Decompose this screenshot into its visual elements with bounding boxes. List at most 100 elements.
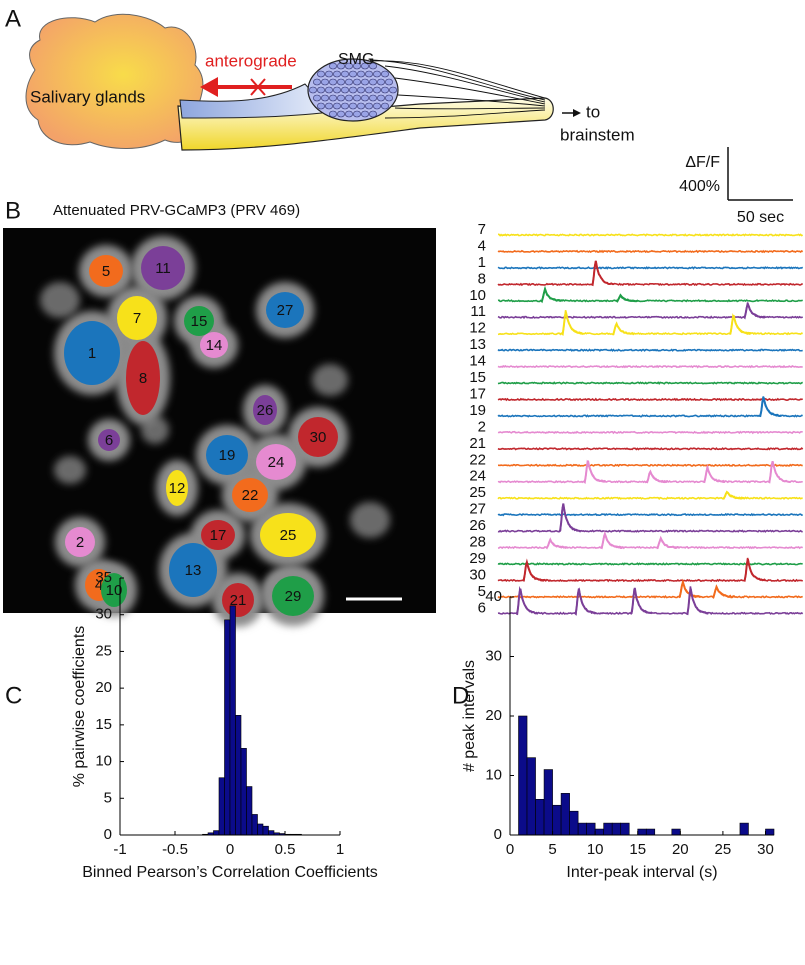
trace-label: 29 [469,550,486,567]
bar [569,810,579,836]
trace [497,582,803,599]
cell-label: 14 [206,337,223,354]
trace-label: 30 [469,566,486,583]
bar [586,822,596,836]
trace-label: 8 [478,270,486,287]
direction-label: anterograde [205,51,297,70]
ganglion-cell [337,94,345,102]
ganglion-cells [309,62,397,118]
trace [497,310,804,336]
x-tick-label: 0 [226,841,234,858]
cell [166,470,188,506]
to-arrow-head [573,109,581,117]
cell [200,332,228,358]
ganglion-cell [349,70,357,78]
trace-peak [712,584,735,599]
y-tick-label: 35 [95,569,112,586]
cell-label: 24 [268,454,285,471]
ganglion-cell [345,62,353,70]
trace-peak [540,285,563,304]
trace [497,396,803,418]
ganglion-cell [353,110,361,118]
cell [256,444,296,480]
ganglion-cell [369,110,377,118]
ganglion-cell [369,78,377,86]
y-tick-label: 15 [95,716,112,733]
trace-label: 1 [478,254,486,271]
scale-time-label: 50 sec [737,209,784,226]
ganglion-cell [345,110,353,118]
y-tick-label: 5 [104,789,112,806]
trace-label: 2 [478,418,486,435]
trace-peak [558,503,582,533]
y-tick-label: 40 [485,588,502,605]
bar [235,715,242,836]
ganglion-cell [357,70,365,78]
scale-amplitude-value: 400% [679,178,720,195]
trace-peak [573,588,597,616]
bar [543,769,553,836]
trace-peak [583,460,607,485]
cell-label: 2 [76,534,84,551]
cell-halo [312,364,348,396]
bar [594,828,604,836]
cell-label: 12 [169,480,186,497]
x-tick-label: 0.5 [275,841,296,858]
panel-label: C [5,682,22,709]
ganglion-cell [341,86,349,94]
x-tick-label: 1 [336,841,344,858]
panel-label: A [5,5,21,32]
trace [497,381,804,385]
target-label: to [586,102,600,121]
cell-label: 27 [277,302,294,319]
bar [671,828,681,836]
trace-label: 14 [469,353,486,370]
ganglion-cell [333,70,341,78]
y-axis-label: % pairwise coefficients [71,626,88,788]
trace-peak [591,260,614,287]
trace-label: 24 [469,468,486,485]
trace-label: 5 [478,583,486,600]
trace-label: 25 [469,484,486,501]
y-tick-label: 10 [95,753,112,770]
cell [260,513,316,557]
trace-peak [545,537,569,549]
cell-label: 8 [139,370,147,387]
ganglion-cell [321,78,329,86]
bar [213,830,220,836]
cell-label: 4 [95,577,103,594]
cell-label: 11 [155,260,171,277]
cell [298,417,338,457]
ganglion-cell [353,94,361,102]
cell-label: 1 [88,345,96,362]
bar [224,619,231,836]
x-axis-label: Inter-peak interval (s) [566,864,717,881]
ganglion-cell [325,70,333,78]
panel-label: B [5,197,21,224]
y-tick-label: 25 [95,642,112,659]
trace [497,512,804,517]
ganglion-cell [333,86,341,94]
x-tick-label: 30 [757,841,774,858]
x-tick-label: 5 [548,841,556,858]
cell [64,321,120,385]
ganglion-cell [361,110,369,118]
cell-halo [350,502,390,538]
cell [169,543,217,597]
trace-peak [656,535,679,550]
bar [262,825,269,836]
bar [560,793,570,836]
cell-label: 15 [191,313,208,330]
ganglion-cell [337,110,345,118]
trace [497,447,804,451]
bar [246,786,253,836]
x-tick-label: -0.5 [162,841,188,858]
trace [497,585,804,616]
bar [637,828,647,836]
cell-label: 30 [310,429,327,446]
cell [272,576,314,616]
cell [117,296,157,340]
ganglion-cell [369,62,377,70]
cell-label: 21 [230,592,247,609]
